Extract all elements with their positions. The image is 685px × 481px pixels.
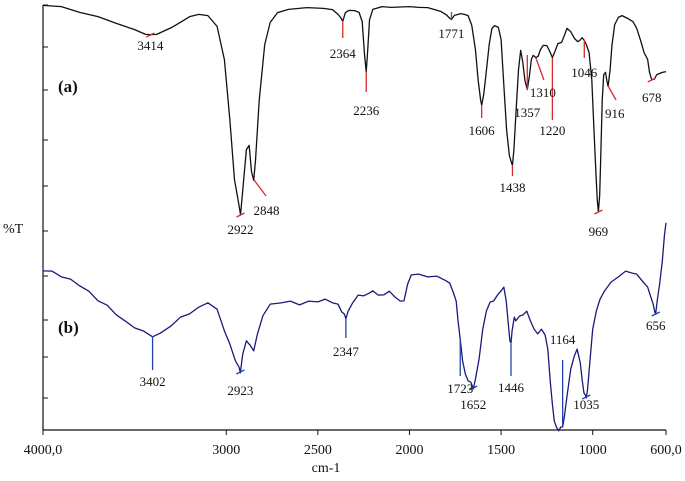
peak-label-1652: 1652 bbox=[460, 397, 486, 412]
peak-label-969: 969 bbox=[589, 224, 609, 239]
peak-marker-1310 bbox=[535, 57, 545, 81]
peak-marker-2848 bbox=[253, 179, 267, 197]
peak-label-2922: 2922 bbox=[228, 222, 254, 237]
peak-marker-1652 bbox=[468, 385, 478, 391]
peak-label-1220: 1220 bbox=[539, 123, 565, 138]
peak-label-2347: 2347 bbox=[333, 344, 360, 359]
peak-label-2923: 2923 bbox=[227, 383, 253, 398]
x-tick-label-1500: 1500 bbox=[487, 443, 515, 458]
x-tick-label-1000: 1000 bbox=[579, 443, 607, 458]
peak-marker-3414 bbox=[146, 32, 155, 38]
peak-label-3402: 3402 bbox=[140, 374, 166, 389]
panel-label-b: (b) bbox=[58, 318, 79, 337]
peak-label-1771: 1771 bbox=[438, 26, 464, 41]
peak-label-1606: 1606 bbox=[469, 123, 496, 138]
x-tick-label-600: 600,0 bbox=[650, 443, 682, 458]
peak-label-2364: 2364 bbox=[330, 46, 357, 61]
peak-label-916: 916 bbox=[605, 106, 625, 121]
peak-marker-2923 bbox=[236, 369, 245, 375]
x-tick-label-3000: 3000 bbox=[212, 443, 240, 458]
peak-markers bbox=[146, 12, 661, 426]
peak-marker-678 bbox=[647, 77, 656, 83]
axes: 4000,0 3000 2500 2000 1500 1000 600,0 bbox=[24, 4, 682, 458]
peak-marker-1035 bbox=[582, 394, 591, 400]
peak-marker-2922 bbox=[236, 212, 245, 218]
peak-label-2236: 2236 bbox=[353, 103, 380, 118]
x-axis-title: cm-1 bbox=[312, 461, 341, 476]
peak-label-1438: 1438 bbox=[499, 180, 525, 195]
peak-marker-916 bbox=[607, 85, 617, 101]
panel-label-a: (a) bbox=[58, 77, 78, 96]
peak-label-1046: 1046 bbox=[571, 65, 598, 80]
peak-label-3414: 3414 bbox=[137, 38, 164, 53]
peak-label-656: 656 bbox=[646, 318, 666, 333]
peak-label-1357: 1357 bbox=[514, 105, 541, 120]
peak-label-1035: 1035 bbox=[573, 397, 599, 412]
x-tick-label-4000: 4000,0 bbox=[24, 443, 63, 458]
peak-label-1310: 1310 bbox=[530, 85, 556, 100]
peak-label-1446: 1446 bbox=[498, 380, 525, 395]
x-tick-label-2000: 2000 bbox=[395, 443, 423, 458]
peak-label-2848: 2848 bbox=[254, 203, 280, 218]
peak-marker-969 bbox=[594, 209, 603, 215]
peak-marker-656 bbox=[651, 311, 661, 317]
spectrum-a-line bbox=[42, 4, 667, 216]
peak-label-678: 678 bbox=[642, 90, 662, 105]
peak-label-1723: 1723 bbox=[447, 381, 473, 396]
peak-label-1164: 1164 bbox=[550, 332, 576, 347]
y-axis-title: %T bbox=[3, 222, 24, 237]
x-tick-label-2500: 2500 bbox=[304, 443, 332, 458]
